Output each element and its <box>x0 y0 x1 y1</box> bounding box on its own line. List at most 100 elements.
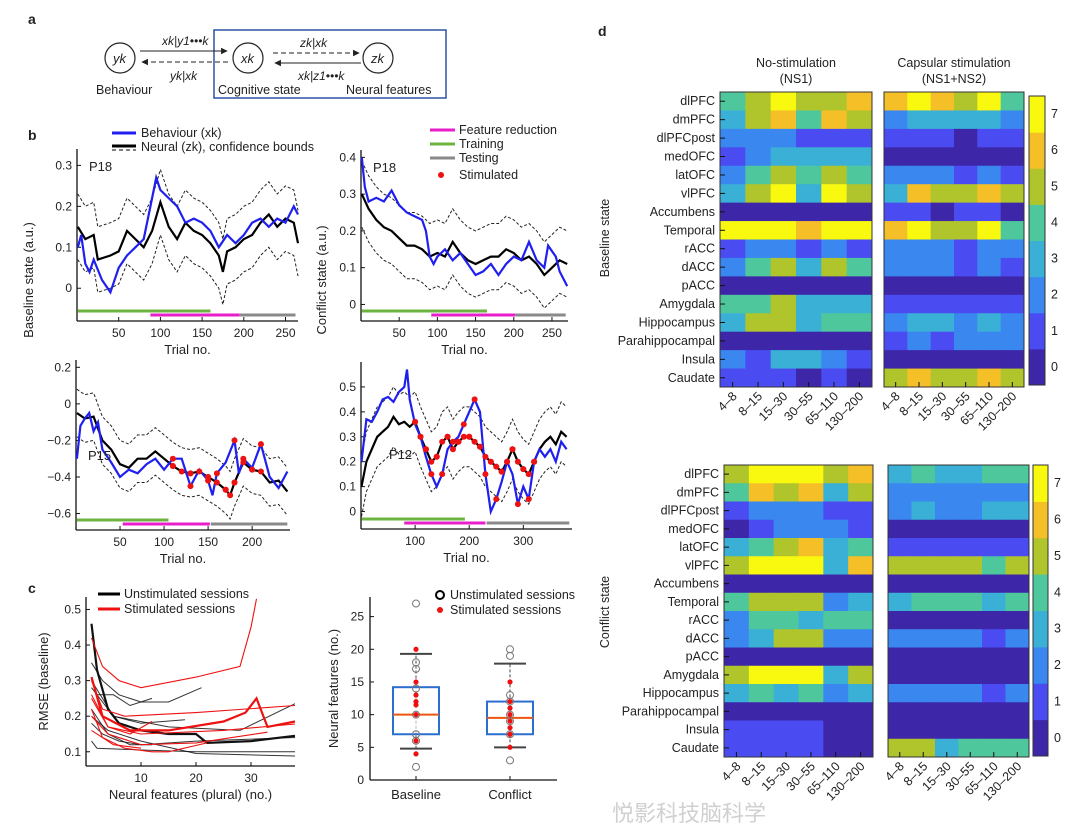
unstimulated-point <box>412 762 420 771</box>
heatmap-cell <box>954 294 978 314</box>
heatmap-cell <box>823 501 849 521</box>
heatmap-cell <box>982 483 1006 502</box>
stimulated-session-line <box>90 676 296 732</box>
timeseries-plot-p15: 0.2 0 −0.2 −0.4 −0.6 50 100 150 200 Trial no. P15 <box>47 360 290 566</box>
heatmap-cell <box>977 276 1002 296</box>
x-tick-label: 150 <box>192 326 212 340</box>
stimulated-session-line <box>91 729 142 749</box>
y-tick-label: 0.1 <box>339 261 356 275</box>
unstimulated-session-line <box>91 662 202 703</box>
stimulated-marker <box>169 455 176 462</box>
x-tick-label: 300 <box>513 534 533 548</box>
heatmap-cell <box>798 574 824 594</box>
heatmap-cell <box>888 465 912 484</box>
colorbar-swatch <box>1033 646 1048 684</box>
row-label: dACC <box>682 260 715 274</box>
heatmap-cell <box>977 368 1002 388</box>
legend-behaviour: Behaviour (xk) <box>141 126 222 140</box>
colorbar-swatch <box>1033 574 1048 611</box>
row-label: Temporal <box>664 223 715 237</box>
heatmap-cell <box>888 483 912 502</box>
stimulated-marker <box>222 486 229 493</box>
heatmap-cell <box>982 738 1006 758</box>
heatmap-cell <box>911 501 936 521</box>
heatmap-cell <box>846 184 873 204</box>
legend-neural: Neural (zk), confidence bounds <box>141 140 314 154</box>
colorbar-swatch <box>1033 683 1048 721</box>
x-tick-label: 100 <box>427 326 447 340</box>
heatmap-cell <box>888 720 912 740</box>
heatmap-cell <box>798 647 824 667</box>
row-label: pACC <box>682 279 715 293</box>
heatmap-cell <box>935 483 959 502</box>
heatmap-cell <box>1005 720 1030 740</box>
heatmap-cell <box>930 257 955 277</box>
heatmap-cell <box>982 665 1006 685</box>
x-tick-label: 150 <box>466 326 486 340</box>
stimulated-marker <box>412 418 419 425</box>
legend-stimulated: Stimulated sessions <box>450 603 561 617</box>
stimulated-marker <box>487 458 494 465</box>
colorbar-frame <box>1028 95 1046 386</box>
y-tick-label: 0.4 <box>339 405 356 419</box>
stimulated-marker <box>417 433 424 440</box>
heatmap-cell <box>930 92 955 111</box>
edge-label-x-given-z: xk|z1•••k <box>297 69 345 83</box>
cognitive-neural-box <box>213 29 447 99</box>
y-tick-label: 0.5 <box>339 380 356 394</box>
heatmap-cell <box>720 221 746 240</box>
heatmap-cell <box>958 611 983 630</box>
heatmap-cell <box>911 465 936 484</box>
heatmap-cell <box>884 110 908 130</box>
panel-label-b: b <box>28 127 37 143</box>
heatmap-cell <box>911 556 936 575</box>
heatmap-cell <box>745 184 772 204</box>
heatmap-cell <box>888 629 912 648</box>
heatmap-cell <box>977 239 1002 259</box>
heatmap-cell <box>982 720 1006 740</box>
heatmap-cell <box>1005 647 1030 667</box>
heatmap-cell <box>982 538 1006 557</box>
stimulated-marker <box>455 438 462 445</box>
x-tick-label: 100 <box>405 534 425 548</box>
stimulated-marker <box>493 496 500 503</box>
y-tick-label: 25 <box>351 610 365 624</box>
colorbar-swatch <box>1033 610 1048 648</box>
stimulated-marker <box>428 471 435 478</box>
heatmap-conflict-ns1: dlPFC dmPFC dlPFCpost medOFC latOFC vlPFC Accu… <box>622 464 874 804</box>
timeseries-plot-p12: 0 0.1 0.2 0.3 0.4 0.5 100 200 300 Trial no. P12 <box>339 362 572 565</box>
heatmap-cell <box>848 665 874 685</box>
stimulated-marker <box>477 443 484 450</box>
stimulated-marker <box>460 433 467 440</box>
heatmap-cell <box>745 92 772 111</box>
colorbar-swatch <box>1033 537 1048 575</box>
stimulated-marker <box>213 470 220 477</box>
row-label: Amygdala <box>663 668 719 682</box>
box-plot: 0 5 10 15 20 25 Neural features (no.) Baseline C… <box>326 597 557 802</box>
colorbar-tick-label: 2 <box>1051 288 1058 302</box>
heatmap-cell <box>798 702 824 721</box>
y-tick-label: −0.6 <box>47 507 71 521</box>
heatmap-cell <box>823 611 849 630</box>
colorbar-swatch <box>1029 348 1045 386</box>
x-tick-label: 150 <box>198 535 218 549</box>
heatmap-cell <box>930 313 955 333</box>
colorbar-tick-label: 5 <box>1054 549 1061 563</box>
heatmap-cell <box>1000 313 1025 333</box>
heatmap-cell <box>1000 331 1025 351</box>
heatmap-cell <box>911 665 936 685</box>
heatmap-cell <box>798 720 824 740</box>
heatmap-cell <box>798 483 824 502</box>
panel-label-c: c <box>28 580 36 596</box>
heatmap-cell <box>977 294 1002 314</box>
x-tick-label: 30 <box>244 771 258 785</box>
heatmap-cell <box>982 647 1006 667</box>
heatmap-cell <box>888 684 912 703</box>
heatmap-cell <box>724 465 750 484</box>
heatmap-cell <box>745 165 772 185</box>
heatmap-cell <box>1005 738 1030 758</box>
heatmap-cell <box>911 519 936 539</box>
colorbar-tick-label: 0 <box>1054 731 1061 745</box>
heatmap-cell <box>958 684 983 703</box>
heatmap-cell <box>770 202 797 222</box>
